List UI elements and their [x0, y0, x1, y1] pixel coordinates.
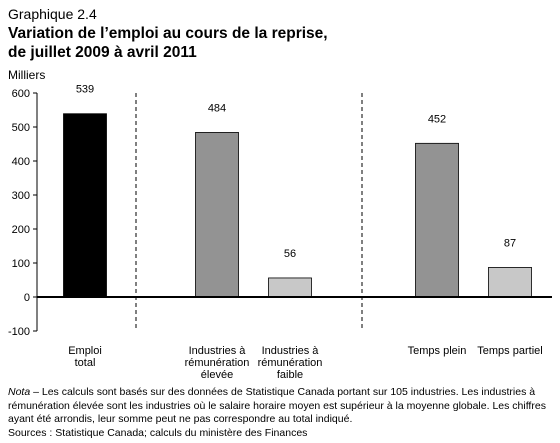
data-label: 87: [504, 237, 516, 249]
data-label: 539: [76, 84, 94, 96]
bar: [268, 277, 312, 298]
chart-notes: Nota – Les calculs sont basés sur des do…: [8, 386, 556, 440]
chart-kicker: Graphique 2.4: [8, 6, 97, 22]
category-label: Emploi: [68, 345, 102, 357]
category-label: total: [75, 357, 96, 369]
y-tick-label: 100: [12, 258, 30, 270]
category-label: rémunération: [258, 357, 323, 369]
y-tick-label: 600: [12, 88, 30, 100]
y-tick-label: -100: [8, 326, 30, 338]
data-label: 484: [208, 102, 226, 114]
bar: [63, 113, 107, 298]
bar: [415, 142, 459, 298]
data-label: 56: [284, 248, 296, 260]
category-label: Industries à: [189, 345, 247, 357]
y-tick-label: 400: [12, 156, 30, 168]
note-label: Nota: [8, 386, 31, 398]
y-tick-label: 200: [12, 224, 30, 236]
category-label: rémunération: [185, 357, 250, 369]
y-axis-unit-label: Milliers: [8, 68, 46, 82]
y-tick-label: 0: [24, 292, 30, 304]
chart-title: Variation de l’emploi au cours de la rep…: [8, 25, 328, 61]
data-label: 452: [428, 113, 446, 125]
category-label: Industries à: [262, 345, 320, 357]
category-label: Temps plein: [408, 345, 467, 357]
bar: [195, 132, 239, 298]
bar: [488, 267, 532, 298]
note-text: – Les calculs sont basés sur des données…: [8, 386, 546, 425]
y-tick-label: 500: [12, 122, 30, 134]
category-label: Temps partiel: [477, 345, 542, 357]
category-label: faible: [277, 369, 303, 381]
category-label: élevée: [201, 369, 233, 381]
note-paragraph: Nota – Les calculs sont basés sur des do…: [8, 386, 556, 427]
y-tick-label: 300: [12, 190, 30, 202]
sources-line: Sources : Statistique Canada; calculs du…: [8, 426, 308, 439]
